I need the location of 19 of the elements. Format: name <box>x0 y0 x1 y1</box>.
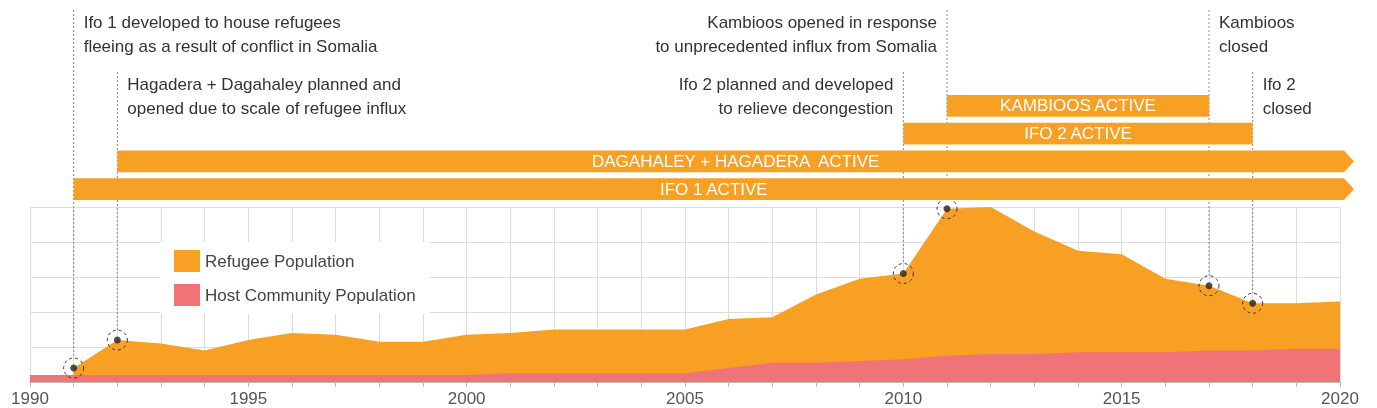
legend-label: Refugee Population <box>205 251 355 271</box>
annotation: Ifo 2 planned and developed to relieve decongestion <box>678 74 894 118</box>
text: Kambioos opened in response to unprecedented influx from Somalia <box>655 12 938 56</box>
x-tick-label: 1990 <box>11 389 49 408</box>
x-tick-label: 2005 <box>666 389 704 408</box>
category-label: DAGAHALEY + HAGADERA ACTIVE <box>591 151 880 171</box>
x-tick-label: 2020 <box>1321 389 1359 408</box>
legend-label: Host Community Population <box>205 285 416 305</box>
annotation: Hagadera + Dagahaley planned and opened due to scale of refugee influx <box>127 74 407 118</box>
x-tick-label: 2000 <box>447 389 486 408</box>
x-tick-label: 1995 <box>229 389 268 408</box>
text: Kambioos closed <box>1219 12 1295 56</box>
text: Ifo 1 developed to house refugees fleeing as a result of conflict in Somalia <box>83 12 379 56</box>
x-tick-label: 2010 <box>884 389 923 408</box>
annotation: Ifo 2 closed <box>1262 74 1312 118</box>
category-label: IFO 2 ACTIVE <box>1024 124 1132 144</box>
category-label: IFO 1 ACTIVE <box>659 179 768 199</box>
x-tick-label: 2015 <box>1102 389 1141 408</box>
category-label: KAMBIOOS ACTIVE <box>1000 96 1156 116</box>
